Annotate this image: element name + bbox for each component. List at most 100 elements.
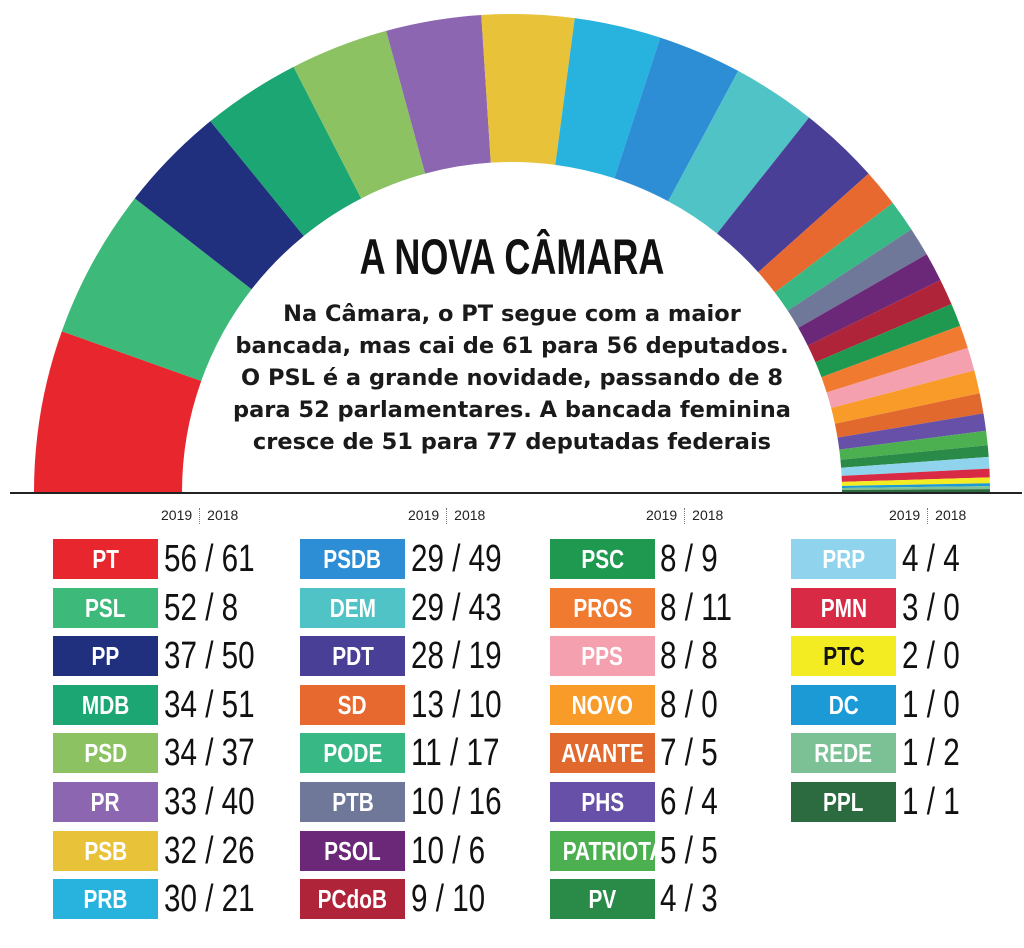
legend-row-psl: PSL 52 / 8 xyxy=(53,586,293,629)
party-badge: DC xyxy=(791,684,896,725)
party-name: DC xyxy=(828,689,859,720)
seat-counts: 1 / 0 xyxy=(902,683,960,726)
seat-counts: 8 / 11 xyxy=(660,586,732,629)
party-badge: MDB xyxy=(53,684,158,725)
legend-row-pps: PPS 8 / 8 xyxy=(550,635,790,677)
legend-row-pt: PT 56 / 61 xyxy=(53,538,293,580)
party-badge: NOVO xyxy=(550,684,655,725)
arc-slice-dc xyxy=(841,483,990,488)
legend-row-pode: PODE 11 / 17 xyxy=(300,732,540,775)
year-2019-label: 2019 xyxy=(646,507,678,523)
year-header: 2019 2018 xyxy=(889,507,967,525)
party-name: REDE xyxy=(814,738,873,769)
party-badge: PR xyxy=(53,782,158,822)
legend-row-pv: PV 4 / 3 xyxy=(550,878,790,921)
arc-slice-rede xyxy=(841,486,990,490)
year-separator xyxy=(927,508,929,525)
seat-counts: 1 / 2 xyxy=(902,732,960,775)
arc-slice-pdt xyxy=(717,117,869,273)
party-name: PHS xyxy=(581,787,624,817)
party-badge: PRB xyxy=(53,879,158,920)
arc-slice-prb xyxy=(555,18,661,179)
year-header: 2019 2018 xyxy=(646,507,723,525)
legend-row-sd: SD 13 / 10 xyxy=(300,684,540,726)
party-name: PV xyxy=(588,884,617,915)
party-badge: PSL xyxy=(53,587,158,628)
party-badge: PSD xyxy=(53,733,158,774)
party-badge: REDE xyxy=(791,733,896,774)
arc-slice-pps xyxy=(826,347,975,409)
seat-counts: 4 / 4 xyxy=(902,538,960,580)
seat-counts: 30 / 21 xyxy=(164,878,255,921)
arc-slice-dem xyxy=(668,70,810,234)
legend-row-dc: DC 1 / 0 xyxy=(791,683,1024,726)
party-name: DEM xyxy=(329,592,376,623)
year-2018-label: 2018 xyxy=(935,507,967,523)
legend-row-ptb: PTB 10 / 16 xyxy=(300,781,540,823)
seat-counts: 3 / 0 xyxy=(902,586,960,629)
party-badge: PTC xyxy=(791,636,896,677)
arc-slice-ptb xyxy=(787,229,927,328)
legend-row-pr: PR 33 / 40 xyxy=(53,781,293,823)
description-line: bancada, mas cai de 61 para 56 deputados… xyxy=(235,333,789,359)
seat-counts: 37 / 50 xyxy=(164,635,255,678)
legend-row-novo: NOVO 8 / 0 xyxy=(550,684,790,726)
seat-counts: 4 / 3 xyxy=(660,878,718,921)
party-name: SD xyxy=(338,689,367,720)
chart-title: A NOVA CÂMARA xyxy=(359,229,665,285)
seat-counts: 6 / 4 xyxy=(660,781,718,823)
party-badge: PSDB xyxy=(300,539,405,579)
legend-row-pros: PROS 8 / 11 xyxy=(550,586,790,629)
arc-slice-ppl xyxy=(841,489,990,492)
legend-row-prb: PRB 30 / 21 xyxy=(53,878,293,921)
party-name: PP xyxy=(91,641,120,672)
year-2018-label: 2018 xyxy=(454,507,486,523)
legend-row-psol: PSOL 10 / 6 xyxy=(300,830,540,872)
year-header: 2019 2018 xyxy=(408,507,486,525)
arc-slice-pmn xyxy=(841,468,990,482)
arc-slice-prp xyxy=(841,456,990,476)
seat-counts: 28 / 19 xyxy=(411,635,502,678)
legend-row-patriota: PATRIOTA 5 / 5 xyxy=(550,829,790,872)
party-name: PSB xyxy=(84,835,127,866)
chart-baseline xyxy=(10,492,1022,494)
legend-row-mdb: MDB 34 / 51 xyxy=(53,684,293,726)
seat-counts: 52 / 8 xyxy=(164,586,239,629)
party-name: PDT xyxy=(331,641,374,672)
arc-slice-patriota xyxy=(839,430,988,460)
party-name: NOVO xyxy=(571,689,634,720)
legend-row-psdb: PSDB 29 / 49 xyxy=(300,538,540,580)
legend-row-psc: PSC 8 / 9 xyxy=(550,538,790,580)
arc-slice-psl xyxy=(61,198,252,382)
arc-slice-pode xyxy=(774,203,912,311)
party-name: PSD xyxy=(84,738,127,769)
party-name: PRB xyxy=(83,884,128,915)
party-name: PPS xyxy=(581,641,624,672)
description-line: O PSL é a grande novidade, passando de 8 xyxy=(241,365,783,391)
year-separator xyxy=(446,508,448,525)
legend-row-psb: PSB 32 / 26 xyxy=(53,830,293,872)
party-badge: PSB xyxy=(53,830,158,871)
party-name: PCdoB xyxy=(317,884,388,915)
legend-row-avante: AVANTE 7 / 5 xyxy=(550,732,790,775)
arc-slice-psdb xyxy=(614,37,739,202)
seat-counts: 1 / 1 xyxy=(902,781,960,823)
arc-slice-ptc xyxy=(841,477,990,486)
arc-slice-psc xyxy=(815,304,961,378)
party-name: MDB xyxy=(81,689,130,720)
arc-slice-novo xyxy=(831,370,980,424)
party-name: PSOL xyxy=(324,835,381,866)
party-name: PT xyxy=(92,544,119,574)
party-name: PSL xyxy=(85,592,126,623)
party-badge: PCdoB xyxy=(300,879,405,920)
party-name: PATRIOTA xyxy=(562,835,655,866)
party-badge: PHS xyxy=(550,782,655,822)
party-name: PROS xyxy=(573,592,632,623)
parliament-semicircle-chart xyxy=(34,13,990,492)
seat-counts: 5 / 5 xyxy=(660,829,718,872)
seat-counts: 56 / 61 xyxy=(164,538,255,580)
seat-counts: 11 / 17 xyxy=(411,732,500,775)
seat-counts: 7 / 5 xyxy=(660,732,718,775)
seat-counts: 29 / 49 xyxy=(411,538,502,580)
party-name: PR xyxy=(91,787,120,817)
